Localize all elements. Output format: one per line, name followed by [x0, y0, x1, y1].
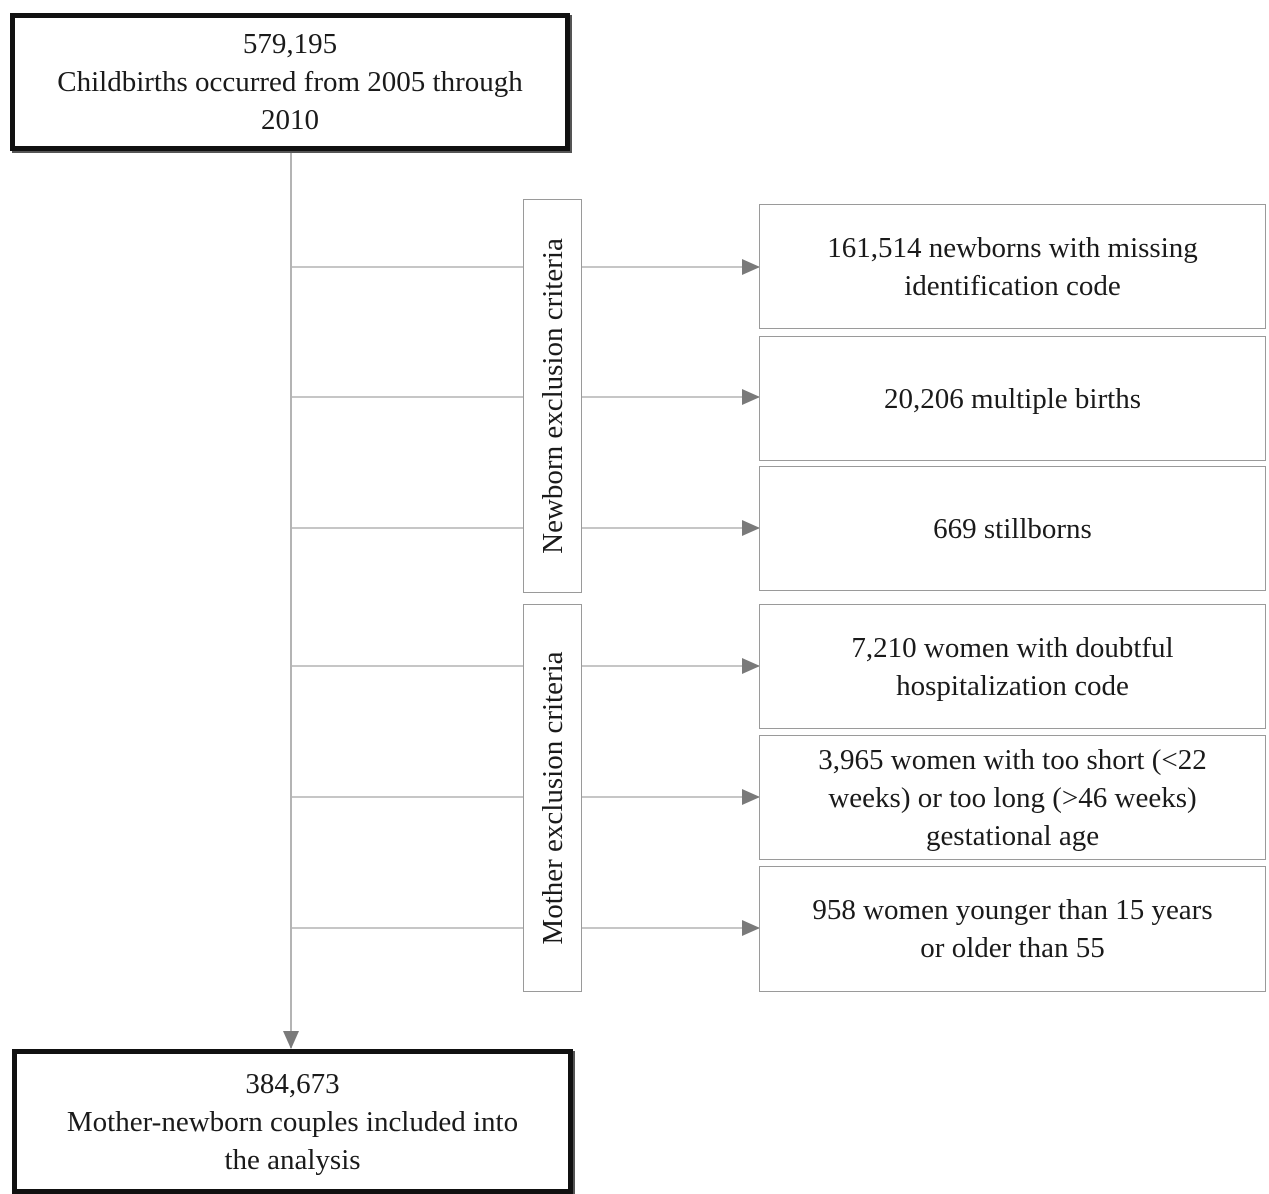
final-count: 384,673 — [245, 1067, 340, 1100]
start-label-line1: Childbirths occurred from 2005 through — [57, 66, 523, 98]
exclusion-text: 669 stillborns — [933, 512, 1092, 545]
newborn-criteria-group: Newborn exclusion criteria — [523, 199, 582, 593]
exclusion-text: or older than 55 — [920, 932, 1105, 964]
start-box: 579,195 Childbirths occurred from 2005 t… — [10, 13, 570, 151]
exclusion-text: 161,514 newborns with missing — [827, 231, 1198, 264]
start-count: 579,195 — [242, 28, 338, 60]
exclusion-text: 20,206 multiple births — [884, 382, 1141, 415]
exclusion-text: 958 women younger than 15 years — [812, 894, 1213, 926]
final-label-line2: the analysis — [224, 1143, 361, 1176]
exclusion-box-hospitalization-code: 7,210 women with doubtful hospitalizatio… — [759, 604, 1266, 729]
start-label-line2: 2010 — [261, 104, 319, 136]
final-label-line1: Mother-newborn couples included into — [66, 1105, 519, 1138]
exclusion-box-missing-id: 161,514 newborns with missing identifica… — [759, 204, 1266, 329]
mother-criteria-label: Mother exclusion criteria — [536, 651, 569, 945]
exclusion-box-gestational-age: 3,965 women with too short (<22 weeks) o… — [759, 735, 1266, 860]
exclusion-text: 7,210 women with doubtful — [851, 631, 1174, 664]
exclusion-box-stillborns: 669 stillborns — [759, 466, 1266, 591]
final-box: 384,673 Mother-newborn couples included … — [12, 1049, 573, 1194]
exclusion-text: 3,965 women with too short (<22 — [818, 743, 1207, 776]
exclusion-text: gestational age — [925, 819, 1100, 852]
mother-criteria-group: Mother exclusion criteria — [523, 604, 582, 992]
newborn-criteria-label: Newborn exclusion criteria — [536, 238, 569, 554]
exclusion-text: identification code — [904, 269, 1121, 302]
exclusion-box-multiple-births: 20,206 multiple births — [759, 336, 1266, 461]
exclusion-box-maternal-age: 958 women younger than 15 years or older… — [759, 866, 1266, 992]
exclusion-text: hospitalization code — [896, 669, 1129, 702]
exclusion-text: weeks) or too long (>46 weeks) — [828, 781, 1197, 814]
